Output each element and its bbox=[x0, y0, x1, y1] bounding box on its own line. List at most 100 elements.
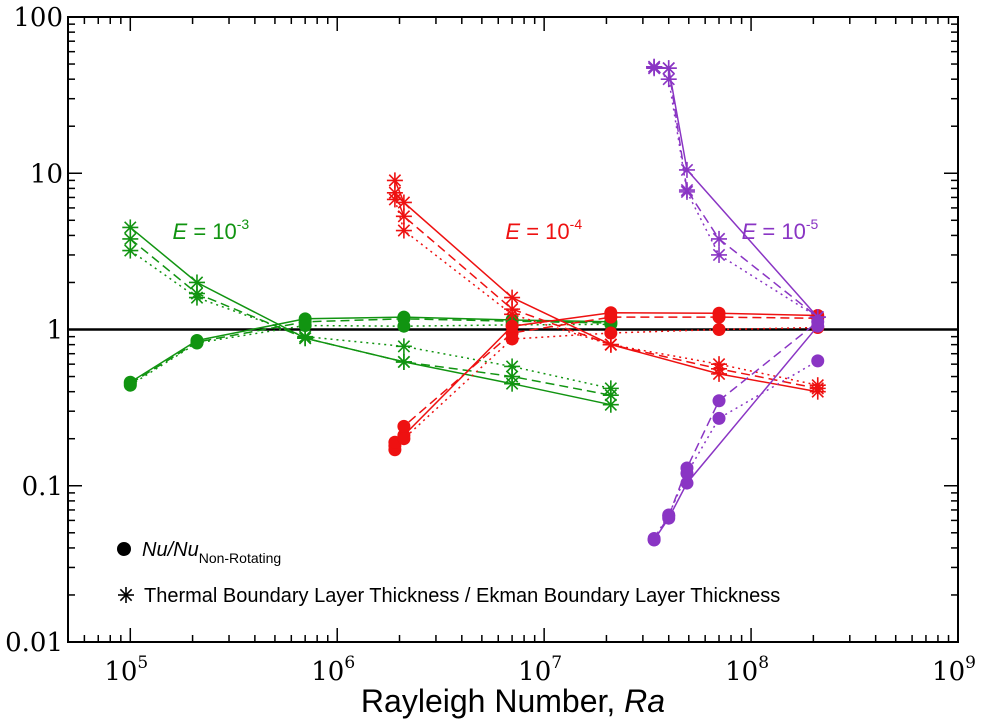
x-tick-label: 107 bbox=[518, 653, 562, 687]
asterisk-marker bbox=[386, 191, 403, 208]
asterisk-stroke bbox=[647, 62, 661, 75]
series-asterisk-solid bbox=[122, 219, 619, 413]
series-asterisk-dotted bbox=[386, 191, 826, 394]
series-line bbox=[654, 66, 819, 318]
data-point bbox=[604, 326, 618, 340]
asterisk-stroke bbox=[119, 588, 133, 602]
x-tick-label: 109 bbox=[932, 653, 976, 687]
asterisk-stroke bbox=[124, 232, 137, 246]
asterisk-marker bbox=[122, 219, 139, 236]
ekman-number-label: E = 10-4 bbox=[505, 216, 582, 244]
data-point bbox=[298, 319, 312, 333]
asterisk-stroke bbox=[712, 232, 726, 246]
x-axis-title: Rayleigh Number, Ra bbox=[361, 683, 665, 719]
asterisk-stroke bbox=[505, 360, 519, 373]
asterisk-marker bbox=[602, 336, 619, 353]
asterisk-marker bbox=[118, 587, 134, 603]
data-point bbox=[123, 378, 137, 392]
asterisk-stroke bbox=[397, 340, 411, 353]
asterisk-marker bbox=[678, 161, 695, 178]
asterisk-stroke bbox=[604, 382, 618, 395]
data-point bbox=[712, 411, 726, 425]
data-point bbox=[712, 310, 726, 324]
asterisk-marker bbox=[504, 306, 521, 323]
asterisk-stroke bbox=[388, 174, 402, 187]
asterisk-stroke bbox=[662, 72, 675, 86]
series-asterisk-solid bbox=[386, 172, 826, 400]
asterisk-stroke bbox=[680, 163, 694, 177]
data-point bbox=[190, 336, 204, 350]
y-tick-label: 0.01 bbox=[5, 628, 63, 658]
series-line bbox=[654, 66, 819, 318]
data-point bbox=[712, 394, 726, 408]
legend-label-nu: Nu/NuNon-Rotating bbox=[142, 539, 281, 566]
asterisk-marker bbox=[809, 309, 826, 326]
asterisk-stroke bbox=[662, 62, 675, 75]
data-point bbox=[505, 332, 519, 346]
ekman-number-label: E = 10-3 bbox=[173, 216, 250, 244]
asterisk-stroke bbox=[680, 185, 694, 199]
asterisk-marker bbox=[602, 380, 619, 397]
asterisk-marker bbox=[188, 289, 205, 306]
series-line bbox=[653, 67, 819, 318]
asterisk-stroke bbox=[388, 193, 402, 206]
asterisk-marker bbox=[122, 242, 139, 259]
series-line bbox=[129, 318, 611, 385]
series-line bbox=[394, 192, 818, 390]
data-point bbox=[397, 319, 411, 333]
y-tick-label: 100 bbox=[13, 3, 63, 33]
series-line bbox=[653, 325, 819, 541]
asterisk-stroke bbox=[124, 244, 137, 257]
y-tick-label: 10 bbox=[30, 159, 63, 189]
asterisk-stroke bbox=[397, 210, 411, 223]
asterisk-marker bbox=[809, 377, 826, 394]
series-line bbox=[129, 249, 611, 390]
y-tick-label: 0.1 bbox=[22, 472, 63, 502]
asterisk-stroke bbox=[397, 355, 411, 369]
series-line bbox=[129, 226, 611, 406]
asterisk-marker bbox=[711, 246, 728, 263]
x-tick-label: 108 bbox=[725, 653, 769, 687]
data-point bbox=[811, 354, 825, 368]
series-asterisk-dotted bbox=[122, 242, 619, 397]
asterisk-stroke bbox=[604, 338, 618, 351]
annotations: E = 10-3 E = 10-4 E = 10-5 bbox=[173, 216, 819, 244]
axes: 105 106 107 108 109 0.01 0.1 1 10 100 Rayleigh Num… bbox=[5, 3, 976, 719]
asterisk-marker bbox=[395, 353, 412, 370]
asterisk-marker bbox=[646, 60, 663, 77]
asterisk-marker bbox=[678, 183, 695, 200]
asterisk-stroke bbox=[712, 248, 726, 262]
data-point bbox=[712, 323, 726, 336]
asterisk-marker bbox=[711, 230, 728, 247]
asterisk-stroke bbox=[811, 310, 824, 324]
data-point bbox=[662, 508, 676, 522]
ekman-number-label: E = 10-5 bbox=[742, 216, 819, 244]
series-line bbox=[129, 316, 611, 383]
series-circle-dotted bbox=[647, 354, 825, 545]
data-point bbox=[680, 466, 694, 480]
series-line bbox=[394, 180, 818, 393]
asterisk-stroke bbox=[505, 291, 519, 304]
asterisk-stroke bbox=[712, 357, 726, 371]
asterisk-stroke bbox=[397, 224, 411, 237]
data-point bbox=[647, 531, 661, 545]
series-asterisk-dashed bbox=[646, 58, 826, 326]
asterisk-marker bbox=[395, 208, 412, 225]
asterisk-stroke bbox=[298, 330, 312, 343]
asterisk-stroke bbox=[190, 276, 204, 289]
plot-area bbox=[68, 58, 958, 547]
asterisk-marker bbox=[711, 356, 728, 373]
x-tick-label: 106 bbox=[311, 653, 355, 687]
asterisk-marker bbox=[297, 328, 314, 345]
legend-label-thickness-ratio: Thermal Boundary Layer Thickness / Ekman… bbox=[144, 585, 780, 607]
asterisk-marker bbox=[504, 358, 521, 375]
asterisk-marker bbox=[660, 71, 677, 88]
asterisk-stroke bbox=[190, 291, 204, 304]
data-point bbox=[604, 310, 618, 324]
asterisk-stroke bbox=[124, 221, 137, 234]
asterisk-stroke bbox=[505, 370, 519, 383]
legend-circle-marker bbox=[117, 542, 131, 556]
series-asterisk-dashed bbox=[386, 184, 826, 397]
asterisk-stroke bbox=[505, 308, 519, 321]
